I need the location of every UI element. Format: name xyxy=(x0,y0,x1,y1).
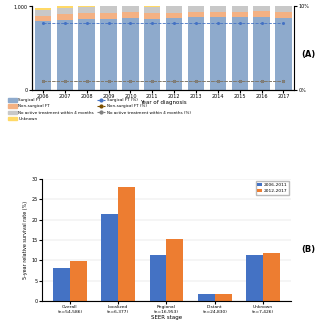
X-axis label: SEER stage: SEER stage xyxy=(151,315,182,320)
Bar xyxy=(144,13,160,19)
Bar xyxy=(122,5,139,12)
Legend: Surgical FT, Non-surgical FT, No active treatment within 4 months, Unknown, Surg: Surgical FT, Non-surgical FT, No active … xyxy=(9,98,191,121)
Bar xyxy=(57,20,73,90)
Bar xyxy=(57,14,73,20)
Y-axis label: 5-year relative survival rate (%): 5-year relative survival rate (%) xyxy=(23,201,28,279)
Bar xyxy=(57,8,73,14)
Bar xyxy=(215,293,232,301)
Bar xyxy=(78,5,95,7)
Text: (A): (A) xyxy=(301,50,315,59)
Bar xyxy=(144,7,160,13)
Bar xyxy=(275,18,292,90)
Bar xyxy=(144,19,160,90)
Bar xyxy=(263,253,280,301)
Bar xyxy=(188,4,204,5)
Bar xyxy=(210,12,226,17)
Bar xyxy=(35,21,51,90)
Bar xyxy=(253,12,270,17)
Bar xyxy=(198,294,215,301)
Bar xyxy=(188,17,204,90)
Bar xyxy=(210,5,226,12)
Bar xyxy=(275,4,292,6)
Legend: 2006-2011, 2012-2017: 2006-2011, 2012-2017 xyxy=(256,181,289,195)
Bar xyxy=(253,17,270,90)
Bar xyxy=(53,268,70,301)
Bar xyxy=(78,19,95,90)
Bar xyxy=(101,214,118,301)
Bar xyxy=(35,8,51,10)
Bar xyxy=(118,187,135,301)
Bar xyxy=(166,12,182,18)
Bar xyxy=(100,19,117,90)
Bar xyxy=(232,12,248,17)
Bar xyxy=(166,18,182,90)
Bar xyxy=(275,6,292,12)
Bar xyxy=(253,5,270,12)
Bar xyxy=(232,5,248,12)
Bar xyxy=(210,4,226,5)
Bar xyxy=(253,4,270,5)
Text: (B): (B) xyxy=(301,245,315,254)
Bar xyxy=(275,12,292,18)
Bar xyxy=(100,5,117,6)
Bar xyxy=(35,16,51,21)
Bar xyxy=(166,239,183,301)
Bar xyxy=(188,12,204,17)
Bar xyxy=(57,6,73,8)
X-axis label: Year of diagnosis: Year of diagnosis xyxy=(140,100,187,105)
Bar xyxy=(232,4,248,5)
Bar xyxy=(149,255,166,301)
Bar xyxy=(78,13,95,19)
Bar xyxy=(144,5,160,7)
Bar xyxy=(188,5,204,12)
Bar xyxy=(232,17,248,90)
Bar xyxy=(122,12,139,18)
Bar xyxy=(122,4,139,5)
Bar xyxy=(122,18,139,90)
Bar xyxy=(100,13,117,19)
Bar xyxy=(166,6,182,12)
Bar xyxy=(210,17,226,90)
Bar xyxy=(35,10,51,16)
Bar xyxy=(166,5,182,6)
Bar xyxy=(78,7,95,13)
Bar xyxy=(70,261,87,301)
Bar xyxy=(100,6,117,13)
Bar xyxy=(246,255,263,301)
